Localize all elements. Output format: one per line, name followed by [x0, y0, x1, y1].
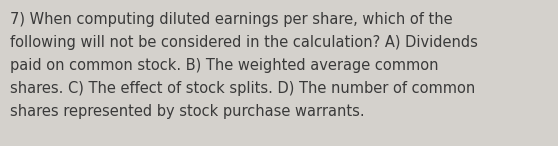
- Text: shares. C) The effect of stock splits. D) The number of common: shares. C) The effect of stock splits. D…: [10, 81, 475, 96]
- Text: 7) When computing diluted earnings per share, which of the: 7) When computing diluted earnings per s…: [10, 12, 453, 27]
- Text: following will not be considered in the calculation? A) Dividends: following will not be considered in the …: [10, 35, 478, 50]
- Text: paid on common stock. B) The weighted average common: paid on common stock. B) The weighted av…: [10, 58, 439, 73]
- Text: shares represented by stock purchase warrants.: shares represented by stock purchase war…: [10, 104, 364, 119]
